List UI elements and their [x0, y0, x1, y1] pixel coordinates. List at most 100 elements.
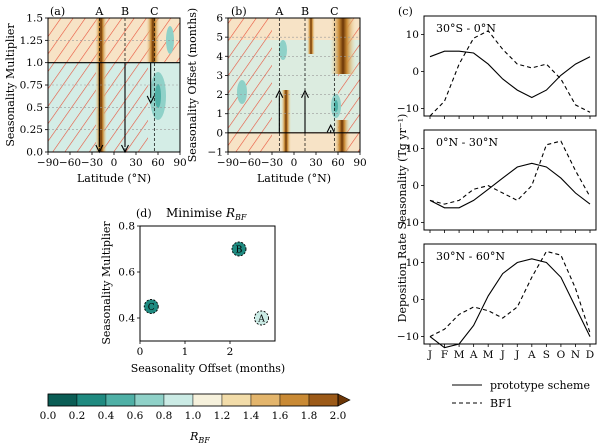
panel-b-xtick-label: 30: [309, 157, 322, 169]
panel-d-xtick-label: 1: [182, 346, 189, 358]
panel-b-ytick-label: 0: [216, 127, 223, 139]
panel-c-legend: prototype scheme BF1: [452, 379, 590, 410]
colorbar-cell: [76, 393, 107, 407]
panel-a-xtick-label: 90: [173, 157, 186, 169]
panel-b-xlabel: Latitude (°N): [257, 172, 331, 185]
panel-a-ylabel: Seasonality Multiplier: [4, 23, 17, 147]
panel-d-point-label-a: A: [257, 315, 265, 325]
colorbar-extend-arrow: [337, 393, 351, 407]
colorbar-cell: [163, 393, 194, 407]
panel-b-ytick-label: 2: [216, 89, 223, 101]
colorbar-cell: [250, 393, 281, 407]
panel-b-heatmap: A B C −90 −60 −30 0 30 60 90 −1 0 1 2 3 4 5 6 (b) Latitu…: [186, 5, 367, 185]
panel-c-subplots: 30°S - 0°N −10 0 10 0°N - 30°N −10 0 10 30°N - 6…: [397, 15, 597, 361]
panel-d-xtick-label: 2: [227, 346, 234, 358]
panel-c-month-label: M: [454, 349, 465, 361]
colorbar-cells: [47, 393, 351, 407]
panel-b-xtick-label: 0: [291, 157, 298, 169]
panel-b-teal-blob-1: [237, 80, 247, 104]
panel-a-ytick-label: 0.25: [20, 124, 43, 136]
panel-c-ytick-label: 10: [406, 143, 419, 155]
panel-d-xtick-label: 0: [137, 346, 144, 358]
panel-c-series-prototype: [429, 50, 591, 99]
panel-b-field: [228, 18, 360, 152]
panel-a-xtick-label: 30: [129, 157, 142, 169]
panel-b-ytick-label: 4: [216, 51, 223, 63]
panel-a-ytick-label: 1.0: [26, 57, 43, 69]
panel-c-month-label: O: [557, 349, 566, 361]
panel-d-points: A B C: [143, 241, 269, 326]
panel-b-xtick-label: 90: [353, 157, 366, 169]
panel-b-ytick-label: 3: [216, 70, 223, 82]
panel-d-frame: [139, 225, 276, 342]
panel-c-subplot-frame: [423, 15, 597, 117]
colorbar-tick-label: 0.2: [69, 410, 86, 422]
panel-c-ytick-label: 0: [412, 294, 419, 306]
panel-d-point-b: [231, 241, 247, 257]
panel-c-subplot-frame: [423, 243, 597, 345]
colorbar-frame: [47, 393, 339, 407]
panel-d-ytick-label: 0.4: [118, 313, 135, 325]
panel-c-label: (c): [398, 5, 413, 18]
panel-d-point-label-c: C: [148, 303, 155, 313]
panel-c-month-label: J: [514, 349, 519, 361]
panel-c-subplot-label: 30°S - 0°N: [436, 22, 496, 35]
panel-b-hatch-west: [228, 18, 272, 152]
panel-c-subplot-1: 30°S - 0°N −10 0 10: [397, 15, 597, 119]
panel-c-month-label: J: [500, 349, 505, 361]
panel-c-month-label: A: [469, 349, 478, 361]
panel-b-teal-blob-2: [279, 40, 287, 60]
panel-a-ticks: −90 −60 −30 0 30 60 90 0.0 0.25 0.5 0.75 1.0 1.25 1.5: [20, 13, 187, 170]
panel-c-ytick-label: −10: [397, 103, 419, 115]
panel-b-ytick-label: 1: [216, 108, 223, 120]
colorbar-cell: [308, 393, 339, 407]
panel-a-marks: A B C: [48, 5, 180, 154]
panel-b-arrow-head-b: [301, 89, 309, 98]
panel-d-label: (d): [136, 207, 152, 220]
panel-c-series-bf1: [429, 30, 591, 117]
panel-b-region-label-c: C: [330, 5, 338, 18]
panel-a-streak-c: [146, 18, 160, 62]
panel-c-month-label: J: [427, 349, 432, 361]
panel-a-teal-blob-core: [155, 84, 161, 108]
colorbar-cell: [47, 393, 78, 407]
panel-a-teal-blob-top: [166, 26, 174, 54]
colorbar-tick-label: 2.0: [330, 410, 347, 422]
panel-a-xtick-label: −90: [37, 157, 59, 169]
panel-b-teal-blob-3-core: [334, 100, 338, 112]
panel-b-streak-c: [330, 18, 356, 74]
legend-label-bf1: BF1: [490, 397, 513, 410]
panel-d-title-symbol: R: [225, 206, 235, 220]
panel-c-month-label: A: [527, 349, 536, 361]
panel-a-region-label-b: B: [121, 5, 129, 18]
colorbar-cell: [279, 393, 310, 407]
colorbar-cell: [105, 393, 136, 407]
colorbar-label-subscript: BF: [197, 436, 210, 445]
colorbar: 0.0 0.2 0.4 0.6 0.8 1.0 1.2 1.4 1.6 1.8 2.0 RBF: [40, 393, 351, 445]
panel-d-point-label-b: B: [236, 246, 243, 256]
panel-c-ytick-label: −10: [397, 331, 419, 343]
panel-b-ytick-label: 6: [216, 13, 223, 25]
panel-b-xtick-label: −90: [217, 157, 239, 169]
panel-a-xtick-label: 60: [151, 157, 164, 169]
panel-c-subplot-frame: [423, 129, 597, 231]
panel-d-ylabel: Seasonality Multiplier: [100, 221, 113, 345]
panel-c-ytick-label: 10: [406, 257, 419, 269]
panel-c-month-label: F: [441, 349, 448, 361]
panel-d-xlabel: Seasonality Offset (months): [131, 362, 285, 375]
panel-c-series-bf1: [429, 140, 591, 205]
panel-c-timeseries: (c) 30°S - 0°N −10 0 10 0°N - 30°N −10 0 10 30°N…: [396, 5, 597, 410]
panel-a-region-label-c: C: [150, 5, 158, 18]
panel-b-xtick-label: −60: [239, 157, 261, 169]
panel-b-arrow-head-a: [275, 89, 284, 98]
colorbar-cell: [192, 393, 223, 407]
colorbar-tick-label: 1.2: [214, 410, 231, 422]
panel-c-ytick-label: −10: [397, 217, 419, 229]
panel-d-scatter: (d) Minimise RBF 0 1 2 0.4 0.6 0.8 A B C Season…: [100, 206, 285, 375]
colorbar-tick-label: 0.6: [127, 410, 144, 422]
panel-c-month-label: S: [543, 349, 550, 361]
panel-a-xtick-label: 0: [111, 157, 118, 169]
panel-c-ytick-label: 10: [406, 29, 419, 41]
